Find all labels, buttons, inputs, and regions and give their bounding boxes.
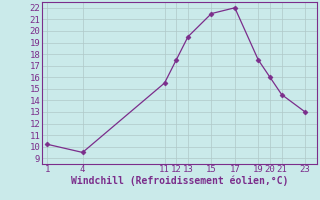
X-axis label: Windchill (Refroidissement éolien,°C): Windchill (Refroidissement éolien,°C) [70, 176, 288, 186]
